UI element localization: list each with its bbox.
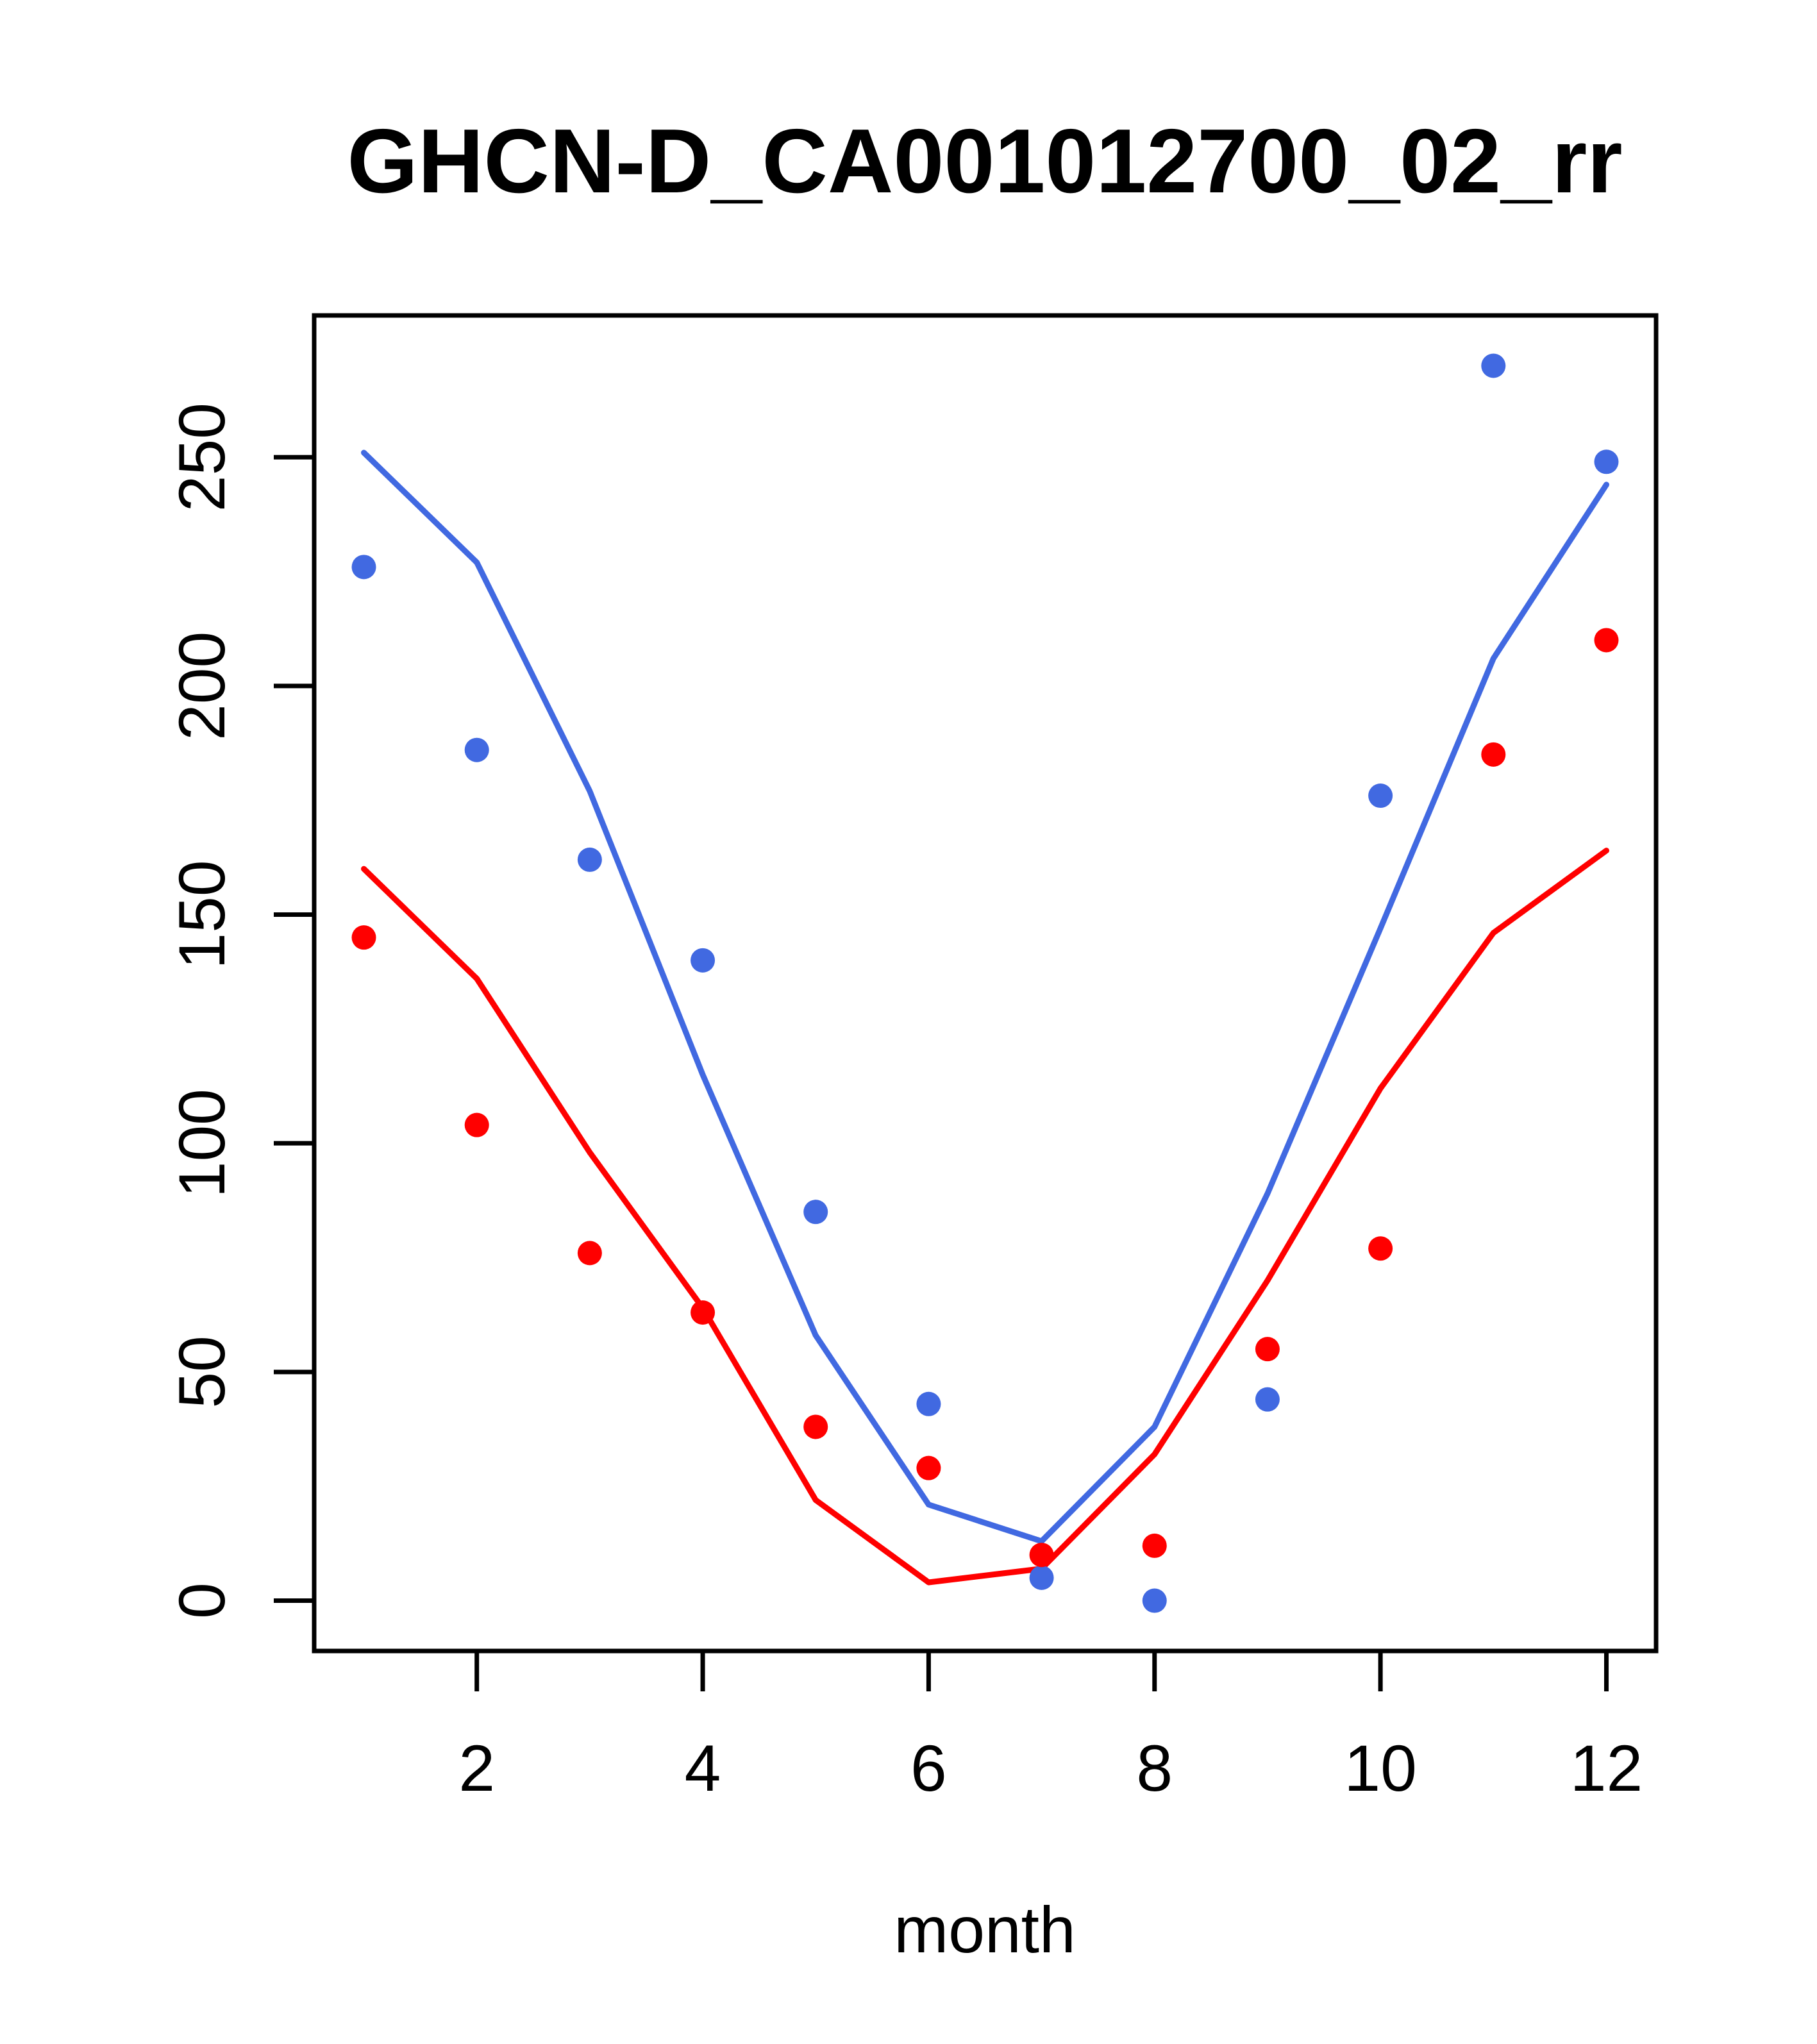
x-tick-label: 6 xyxy=(910,1732,947,1805)
blue-observations-point xyxy=(351,555,376,580)
blue-observations-point xyxy=(1255,1387,1280,1412)
y-tick-label: 150 xyxy=(165,860,239,969)
y-tick-label: 250 xyxy=(165,403,239,512)
plot-frame xyxy=(312,313,1659,1654)
x-tick-label: 10 xyxy=(1344,1732,1416,1805)
chart-title: GHCN-D_CA001012700_02_rr xyxy=(347,110,1622,212)
red-fit-line xyxy=(361,848,1609,1586)
blue-observations-point xyxy=(464,737,489,762)
blue-fit-line xyxy=(361,449,1609,1545)
red-observations-point xyxy=(1481,742,1506,767)
blue-observations-point xyxy=(691,948,716,973)
red-observations-point xyxy=(691,1300,716,1325)
red-observations-point xyxy=(351,925,376,950)
red-observations-point xyxy=(464,1112,489,1137)
red-observations-point xyxy=(1368,1236,1393,1261)
x-tick-label: 2 xyxy=(458,1732,495,1805)
x-tick-label: 4 xyxy=(685,1732,721,1805)
red-observations-point xyxy=(1142,1533,1167,1558)
red-observations-point xyxy=(803,1414,828,1439)
red-observations-point xyxy=(1594,628,1619,653)
y-tick-label: 50 xyxy=(165,1336,239,1408)
y-axis: 0 50 100 150 200 250 xyxy=(165,403,314,1619)
blue-observations-point xyxy=(1368,783,1393,808)
y-tick-label: 0 xyxy=(165,1582,239,1619)
x-tick-label: 12 xyxy=(1570,1732,1643,1805)
y-tick-label: 100 xyxy=(165,1089,239,1198)
blue-observations-point xyxy=(1029,1565,1054,1590)
red-observations-point xyxy=(1029,1543,1054,1568)
blue-observations-point xyxy=(1142,1588,1167,1613)
plot-series xyxy=(351,353,1619,1613)
x-axis-title: month xyxy=(894,1893,1076,1966)
x-axis: 2 4 6 8 10 12 xyxy=(458,1651,1643,1805)
x-tick-label: 8 xyxy=(1136,1732,1173,1805)
red-observations-point xyxy=(577,1241,602,1266)
blue-observations-point xyxy=(916,1391,941,1416)
red-observations-point xyxy=(916,1455,941,1480)
blue-observations-point xyxy=(1594,449,1619,474)
blue-observations-point xyxy=(803,1200,828,1225)
y-tick-label: 200 xyxy=(165,632,239,741)
blue-observations-point xyxy=(1481,353,1506,378)
blue-observations-point xyxy=(577,847,602,872)
red-observations-point xyxy=(1255,1337,1280,1362)
